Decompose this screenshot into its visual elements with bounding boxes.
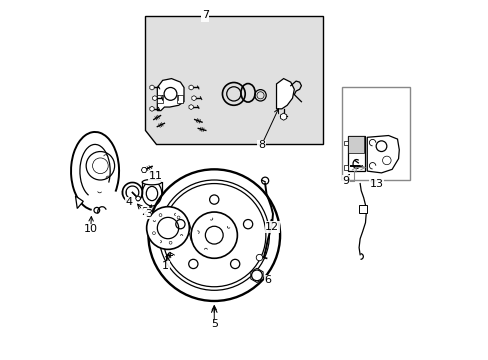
Text: 7: 7 — [202, 9, 208, 19]
Polygon shape — [188, 85, 193, 90]
Text: 6: 6 — [264, 275, 270, 285]
Circle shape — [256, 255, 262, 261]
Polygon shape — [366, 135, 399, 173]
Polygon shape — [276, 78, 294, 109]
Polygon shape — [144, 16, 322, 144]
Text: 8: 8 — [258, 140, 264, 150]
Polygon shape — [280, 113, 286, 120]
Bar — [344, 165, 347, 170]
Text: 13: 13 — [369, 179, 383, 189]
Bar — [347, 135, 364, 171]
Bar — [359, 205, 366, 213]
Polygon shape — [75, 196, 83, 208]
Polygon shape — [135, 196, 141, 201]
Polygon shape — [250, 268, 263, 283]
Polygon shape — [152, 96, 157, 101]
Text: 7: 7 — [202, 11, 208, 21]
Polygon shape — [149, 106, 154, 111]
Text: 5: 5 — [210, 319, 217, 329]
Circle shape — [251, 270, 262, 281]
Text: 9: 9 — [342, 176, 349, 186]
Circle shape — [205, 226, 223, 244]
Text: 12: 12 — [264, 222, 279, 232]
Text: 2: 2 — [141, 207, 148, 217]
Polygon shape — [149, 85, 154, 90]
Ellipse shape — [142, 180, 162, 185]
Text: 11: 11 — [148, 171, 162, 181]
Bar — [177, 95, 182, 103]
Bar — [157, 95, 163, 103]
Polygon shape — [188, 104, 193, 109]
Bar — [342, 87, 409, 180]
Text: 1: 1 — [162, 261, 169, 271]
Polygon shape — [141, 167, 147, 172]
Polygon shape — [157, 78, 183, 111]
Ellipse shape — [142, 181, 162, 206]
Text: 3: 3 — [144, 209, 152, 219]
Text: 4: 4 — [125, 197, 132, 207]
Circle shape — [146, 207, 189, 249]
Bar — [347, 136, 363, 153]
Bar — [344, 140, 347, 145]
Text: 10: 10 — [83, 224, 98, 234]
Polygon shape — [191, 96, 196, 101]
